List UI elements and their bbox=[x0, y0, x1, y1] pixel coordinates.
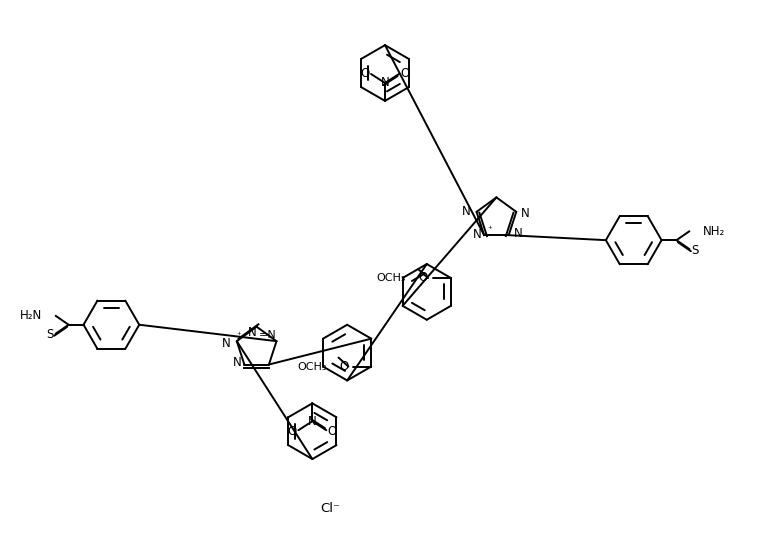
Text: ⁺: ⁺ bbox=[487, 225, 492, 234]
Text: N: N bbox=[249, 326, 257, 339]
Text: N: N bbox=[473, 228, 481, 241]
Text: O: O bbox=[400, 67, 409, 79]
Text: NH₂: NH₂ bbox=[703, 225, 726, 238]
Text: S: S bbox=[692, 243, 699, 257]
Text: N: N bbox=[513, 226, 522, 240]
Text: N: N bbox=[233, 356, 242, 369]
Text: OCH₃: OCH₃ bbox=[297, 362, 327, 371]
Text: O: O bbox=[339, 360, 348, 373]
Text: O: O bbox=[288, 424, 297, 438]
Text: S: S bbox=[46, 328, 54, 341]
Text: N: N bbox=[222, 336, 231, 350]
Text: OCH₃: OCH₃ bbox=[376, 273, 406, 283]
Text: N: N bbox=[308, 415, 317, 428]
Text: N: N bbox=[521, 207, 530, 220]
Text: O: O bbox=[360, 67, 369, 79]
Text: N: N bbox=[462, 205, 470, 218]
Text: O: O bbox=[327, 424, 337, 438]
Text: O: O bbox=[418, 271, 428, 284]
Text: H₂N: H₂N bbox=[19, 309, 42, 322]
Text: ⁺: ⁺ bbox=[236, 331, 241, 340]
Text: =N: =N bbox=[259, 330, 276, 340]
Text: N: N bbox=[381, 77, 389, 90]
Text: Cl⁻: Cl⁻ bbox=[321, 502, 340, 515]
